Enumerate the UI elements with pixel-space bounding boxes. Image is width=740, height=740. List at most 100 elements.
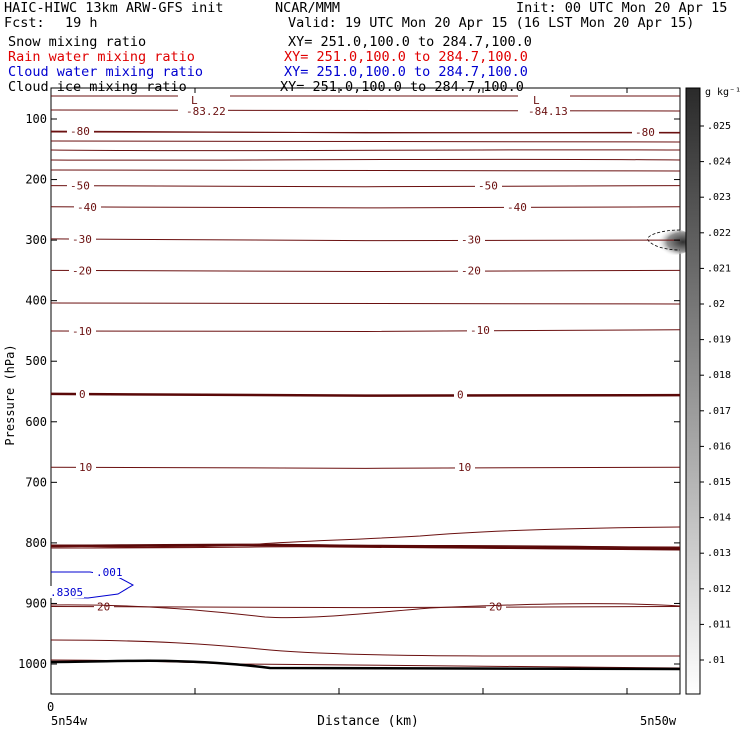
cloud-ice-shading: [650, 229, 694, 255]
temperature-contour-label: -50: [70, 180, 90, 193]
temperature-contour-label: -50: [478, 180, 498, 193]
y-tick-label: 1000: [18, 657, 47, 671]
temperature-contour-line: [50, 392, 681, 397]
contour-label-bg: [475, 179, 502, 192]
contour-label-bg: [67, 179, 94, 192]
colorbar-ticks: .01 .011 .012 .013 .014 .015 .016 .017 .018 .019.…: [700, 121, 731, 666]
model-title: HAIC-HIWC 13km ARW-GFS init: [4, 0, 224, 16]
valid-time: Valid: 19 UTC Mon 20 Apr 15 (16 LST Mon …: [288, 15, 695, 31]
colorbar-tick-label: .014: [707, 513, 731, 524]
temperature-contour-line: [50, 206, 681, 209]
surface-line: [50, 659, 681, 671]
y-axis-title: Pressure (hPa): [3, 344, 17, 445]
field-cloudice-xy: XY= 251.0,100.0 to 284.7,100.0: [280, 79, 524, 95]
org-label: NCAR/MMM: [275, 0, 341, 16]
colorbar-tick-label: .016: [707, 441, 731, 452]
low-value-left: -83.22: [186, 105, 226, 118]
temperature-contour-label: -40: [77, 201, 97, 214]
temperature-contour-label: 10: [79, 461, 92, 474]
low-marker-right: L: [533, 94, 540, 107]
temperature-contour-label: -10: [72, 325, 92, 338]
temperature-contour-label: -80: [70, 125, 90, 138]
contour-label-bg: [67, 125, 94, 138]
cloud-water-label-8305: .8305: [50, 586, 83, 599]
y-tick-label: 900: [25, 596, 47, 610]
y-tick-label: 200: [25, 173, 47, 187]
contour-label-bg: [454, 388, 467, 401]
contour-label-bg: [76, 461, 96, 474]
temperature-contour-line: [50, 238, 681, 242]
temperature-contour-line: [50, 329, 681, 333]
x-axis-title: Distance (km): [317, 714, 419, 729]
colorbar-unit: g kg⁻¹: [705, 87, 740, 98]
field-snow-name: Snow mixing ratio: [8, 34, 147, 50]
y-tick-label: 600: [25, 415, 47, 429]
contour-label-bg: [467, 324, 494, 337]
contour-label-bg: [504, 200, 531, 213]
contour-label-bg: [94, 600, 114, 613]
colorbar-tick-label: .021: [707, 263, 731, 274]
contour-label-bg: [76, 387, 89, 400]
x-left-location: 5n54w: [51, 714, 88, 728]
x-right-location: 5n50w: [640, 714, 677, 728]
upper-level-contours: [50, 95, 681, 172]
field-cloudice-name: Cloud ice mixing ratio: [8, 79, 187, 95]
fcst-label: Fcst:: [4, 15, 45, 31]
contour-label-bg: [486, 600, 506, 613]
fcst-value: 19 h: [65, 15, 98, 31]
x-axis-ticks: [194, 88, 628, 694]
y-tick-label: 100: [25, 112, 47, 126]
y-tick-label: 500: [25, 354, 47, 368]
temperature-contour-line: [50, 130, 681, 134]
y-tick-label: 800: [25, 536, 47, 550]
colorbar-tick-label: .018: [707, 370, 731, 381]
colorbar-tick-label: .01: [707, 655, 725, 666]
temperature-contour-label: 20: [489, 600, 502, 613]
colorbar-tick-label: .022: [707, 228, 731, 239]
cloud-water-label-001: .001: [96, 566, 123, 579]
temperature-contour-label: -20: [72, 264, 92, 277]
temperature-contour-label: -30: [72, 233, 92, 246]
colorbar-tick-label: .019: [707, 335, 731, 346]
colorbar-tick-label: .012: [707, 584, 731, 595]
colorbar: [685, 87, 701, 695]
contour-label-bg: [455, 461, 475, 474]
colorbar-tick-label: .023: [707, 192, 731, 203]
colorbar-tick-label: .02: [707, 299, 725, 310]
y-tick-label: 400: [25, 294, 47, 308]
cloud-water-contour: [50, 571, 135, 599]
init-time: Init: 00 UTC Mon 20 Apr 15: [516, 0, 728, 16]
colorbar-tick-label: .024: [707, 157, 731, 168]
temperature-contour-line: [50, 466, 681, 469]
temperature-contour-line: [50, 605, 681, 609]
field-cloudwater-name: Cloud water mixing ratio: [8, 64, 204, 80]
colorbar-tick-label: .017: [707, 406, 731, 417]
contour-label-bg: [69, 264, 96, 277]
colorbar-tick-label: .015: [707, 477, 731, 488]
x-start-tick: 0: [47, 700, 54, 714]
temperature-contours: -80 -80 -50 -50 -40 -40 -30 -30 -20 -20 -10 -10 0 0 10…: [50, 125, 681, 613]
low-value-right: -84.13: [528, 105, 568, 118]
y-tick-label: 700: [25, 475, 47, 489]
field-cloudwater-xy: XY= 251.0,100.0 to 284.7,100.0: [284, 64, 528, 80]
temperature-contour-label: -20: [461, 264, 481, 277]
temperature-contour-line: [50, 185, 681, 188]
temperature-contour-label: 0: [79, 388, 86, 401]
contour-label-bg: [69, 324, 96, 337]
colorbar-tick-label: .025: [707, 121, 731, 132]
contour-label-bg: [458, 264, 485, 277]
temperature-contour-label: 20: [97, 600, 110, 613]
field-rain-xy: XY= 251.0,100.0 to 284.7,100.0: [284, 49, 528, 65]
temperature-contour-label: 0: [457, 389, 464, 402]
colorbar-tick-label: .013: [707, 548, 731, 559]
temperature-contour-label: -40: [507, 201, 527, 214]
temperature-contour-label: -30: [461, 234, 481, 247]
field-rain-name: Rain water mixing ratio: [8, 49, 195, 65]
colorbar-tick-label: .011: [707, 619, 731, 630]
plot-frame: [50, 87, 681, 695]
contour-label-bg: [69, 232, 96, 245]
temperature-contour-label: -10: [470, 324, 490, 337]
y-tick-label: 300: [25, 233, 47, 247]
